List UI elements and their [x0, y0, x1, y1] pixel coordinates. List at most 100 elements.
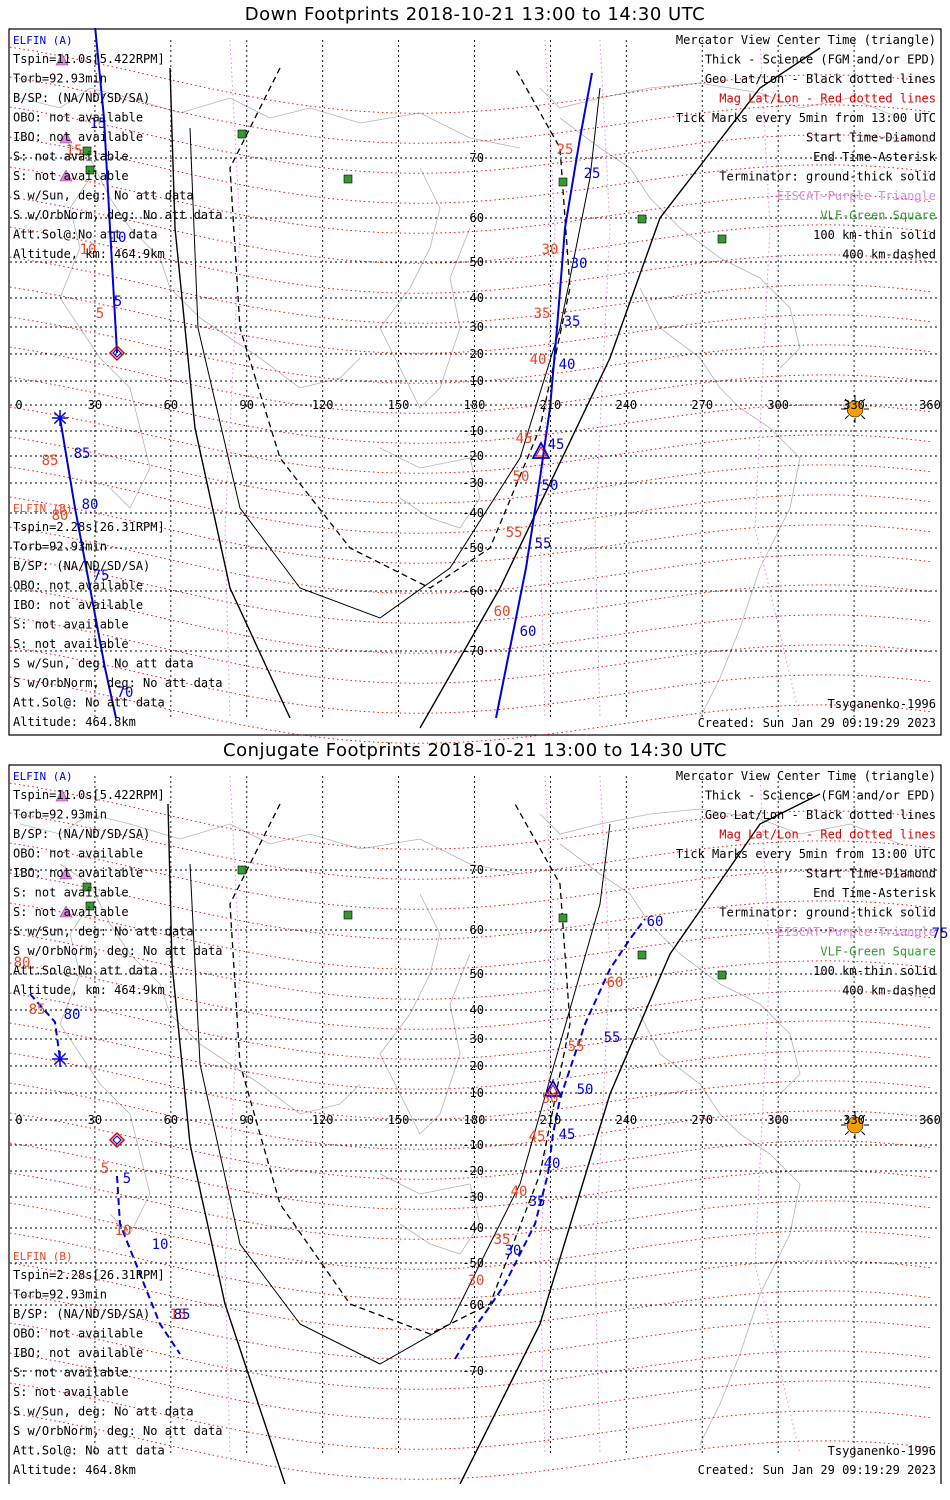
track-time-label-blue: 55	[535, 536, 552, 552]
legend-entry: Mercator View Center Time (triangle)	[676, 769, 936, 783]
track-time-label-blue: 70	[117, 685, 134, 701]
track-time-label-red: 40	[511, 1184, 528, 1200]
sun-ray	[844, 1131, 849, 1136]
terminator-curves	[167, 793, 821, 1484]
eiscat-line	[594, 39, 611, 719]
eiscat-triangle	[59, 905, 73, 918]
lat-tick-label: 30	[470, 320, 484, 334]
mag-lat-line	[9, 616, 931, 684]
sun-ray	[861, 415, 866, 420]
mag-lat-line	[9, 316, 931, 384]
mag-lat-line	[9, 1322, 931, 1390]
legend-entry: Thick - Science (FGM and/or EPD)	[705, 789, 936, 803]
terminator-100km	[189, 87, 601, 619]
track-time-label-blue: 60	[520, 624, 537, 640]
lat-tick-label: 40	[470, 1003, 484, 1017]
legend-entry: Mercator View Center Time (triangle)	[676, 33, 936, 47]
start-diamond-inner	[112, 1135, 122, 1145]
elfin-a-info-line: S w/OrbNorm, deg: No att data	[13, 208, 223, 222]
elfin-a-track	[116, 1175, 181, 1355]
lon-tick-label: 0	[15, 398, 22, 412]
mag-lat-line	[9, 1202, 931, 1270]
coastline	[59, 137, 361, 389]
track-time-label-red: 40	[530, 352, 547, 368]
elfin-a-info-line: Tspin=11.0s[5.422RPM]	[13, 788, 165, 802]
elfin-b-info-line: S w/OrbNorm, deg: No att data	[13, 1424, 223, 1438]
terminator-400km	[229, 67, 571, 589]
track-time-label-blue: 85	[74, 446, 91, 462]
track-time-label-red: 10	[115, 1223, 132, 1239]
track-time-label-red: 10	[80, 242, 97, 258]
elfin-a-info-line: Torb=92.93min	[13, 72, 107, 86]
asterisk-stroke	[53, 411, 67, 425]
track-time-label-red: 30	[542, 242, 559, 258]
track-time-label-red: 45	[516, 431, 533, 447]
created-label: Created: Sun Jan 29 09:19:29 2023	[698, 1463, 936, 1477]
mag-lat-line	[9, 932, 931, 1000]
mag-lat-line	[9, 286, 931, 354]
track-time-label-blue: 30	[505, 1243, 522, 1259]
elfin-b-info-line: S w/OrbNorm, deg: No att data	[13, 676, 223, 690]
legend: Mercator View Center Time (triangle) Thic…	[676, 33, 937, 262]
model-label: Tsyganenko-1996	[828, 1444, 936, 1458]
start-diamond-inner	[112, 348, 122, 358]
mag-lat-line	[9, 646, 931, 714]
track-time-label-blue: 25	[584, 166, 601, 182]
mag-lat-line	[9, 1262, 931, 1330]
elfin-a-info-line: S: not available	[13, 905, 129, 919]
lon-tick-label: 330	[843, 1113, 865, 1127]
vlf-square	[343, 174, 353, 184]
elfin-b-track	[454, 918, 646, 1360]
legend-entry: Terminator: ground-thick solid	[719, 906, 936, 920]
terminator-ground-east	[459, 793, 821, 1484]
legend: Mercator View Center Time (triangle) Thic…	[676, 769, 937, 998]
elfin-a-info-line: OBO: not available	[13, 847, 143, 861]
track-time-label-red: 5	[96, 306, 104, 322]
track-time-label-red: 45	[529, 1129, 546, 1145]
lat-tick-label: 50	[470, 255, 484, 269]
legend-entry: 100 km-thin solid	[813, 228, 936, 242]
track-time-label-red: 5	[101, 1161, 109, 1177]
lat-tick-label: -10	[462, 1138, 484, 1152]
lat-tick-label: -20	[462, 1164, 484, 1178]
footprint-tracks: 5101585805108580303540455055603035404550…	[14, 789, 949, 1360]
track-time-label-blue: 40	[559, 357, 576, 373]
track-time-label-blue: 60	[647, 914, 664, 930]
legend-entry: 100 km-thin solid	[813, 964, 936, 978]
terminator-ground-east	[419, 47, 821, 729]
mag-lat-line	[9, 586, 931, 654]
vlf-square	[717, 970, 727, 980]
mag-lat-line	[9, 962, 931, 1030]
mag-lat-line	[9, 1382, 931, 1450]
track-time-label-blue: 45	[559, 1127, 576, 1143]
lat-tick-label: 30	[470, 1032, 484, 1046]
lon-tick-label: 90	[240, 1113, 254, 1127]
eiscat-line	[754, 775, 801, 1455]
mag-lat-line	[9, 76, 931, 144]
track-time-label-blue: 10	[152, 1237, 169, 1253]
track-time-label-red: 30	[468, 1273, 485, 1289]
lat-tick-label: 70	[470, 863, 484, 877]
lon-tick-label: 360	[919, 398, 941, 412]
track-time-label-red: 60	[494, 604, 511, 620]
lon-tick-label: 60	[164, 398, 178, 412]
lat-tick-label: -40	[462, 1221, 484, 1235]
asterisk-stroke	[53, 1052, 67, 1066]
mag-lat-line	[9, 1412, 931, 1480]
legend-entry: Thick - Science (FGM and/or EPD)	[705, 53, 936, 67]
vlf-square	[343, 910, 353, 920]
lat-tick-label: 60	[470, 923, 484, 937]
legend-entry: 400 km-dashed	[842, 248, 936, 262]
eiscat-line	[224, 39, 241, 719]
legend-entry: Start Time-Diamond	[806, 131, 936, 145]
lon-tick-label: 30	[88, 1113, 102, 1127]
lat-tick-label: -30	[462, 1190, 484, 1204]
elfin-b-info-line: B/SP: (NA/ND/SD/SA)	[13, 559, 150, 573]
mag-lat-line	[9, 226, 931, 294]
eiscat-line	[594, 775, 611, 1455]
track-time-label-blue: 75	[932, 926, 949, 942]
legend-entry: VLF-Green Square	[820, 209, 936, 223]
mag-lat-line	[9, 1172, 931, 1240]
terminator-ground-west	[169, 67, 291, 719]
elfin-b-info-line: S: not available	[13, 1366, 129, 1380]
